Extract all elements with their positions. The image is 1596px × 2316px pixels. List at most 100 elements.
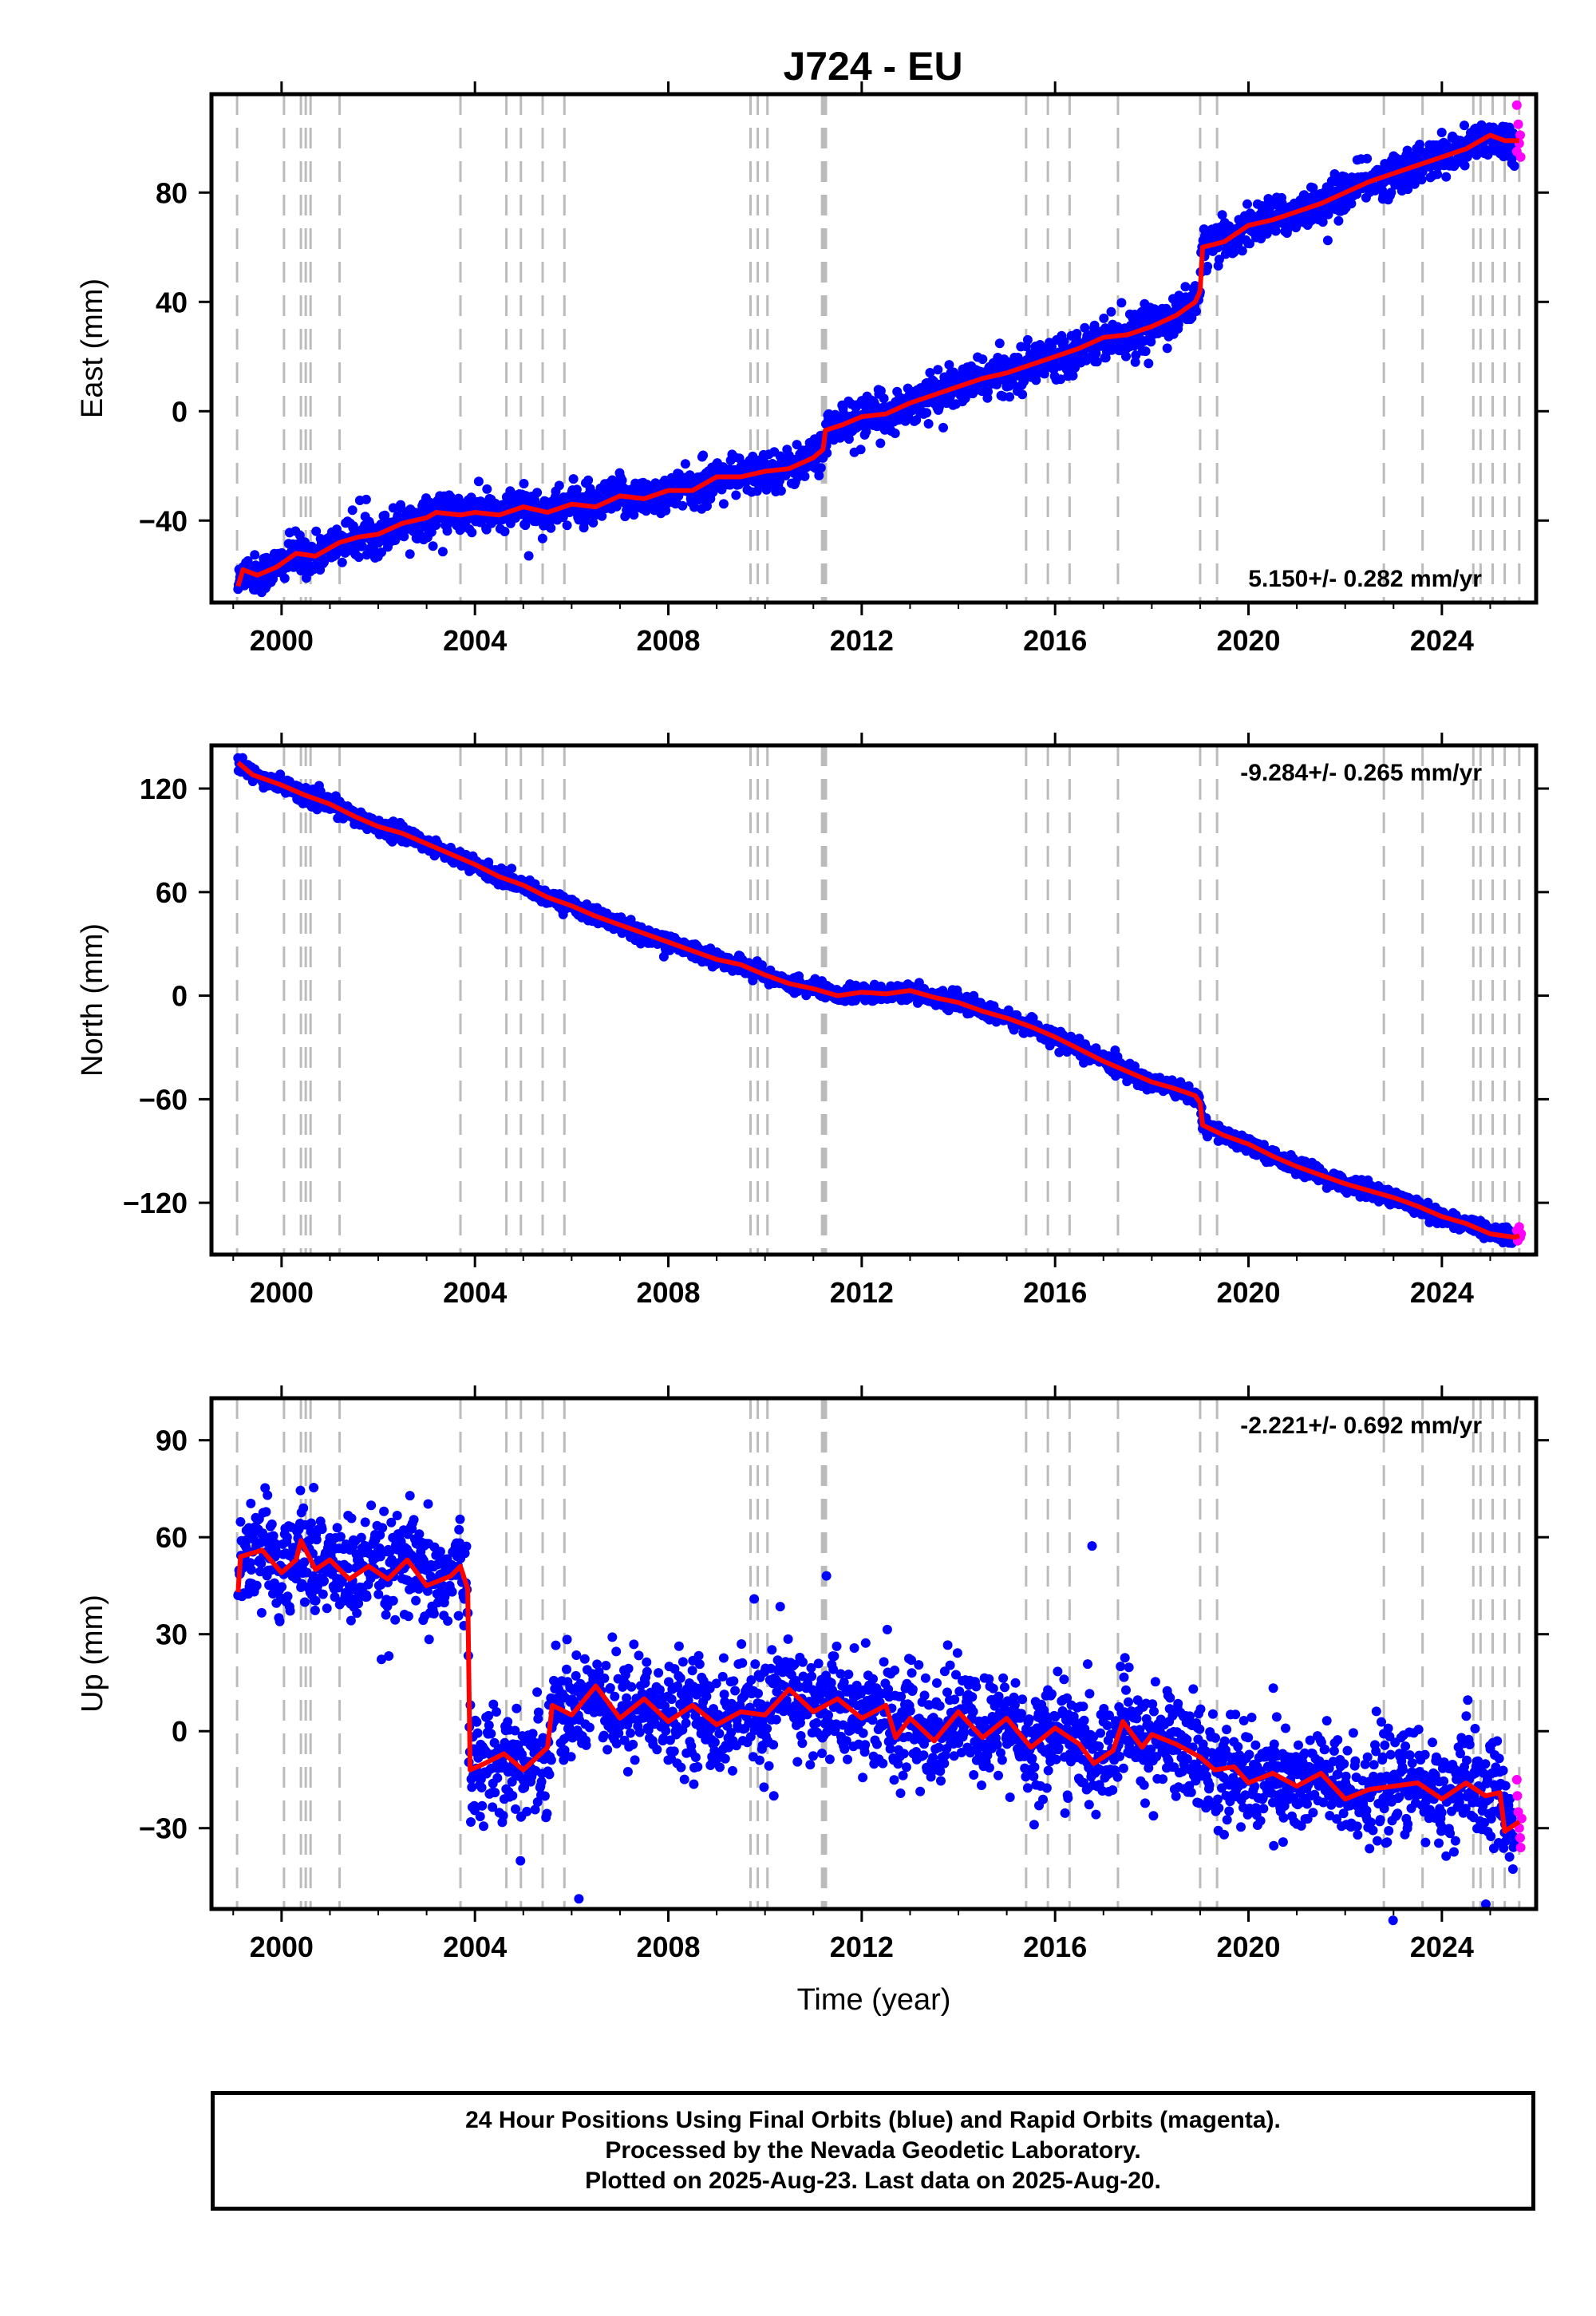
final-data-point — [1245, 239, 1254, 249]
final-data-point — [279, 573, 290, 583]
final-data-point — [938, 422, 948, 433]
final-data-point — [960, 393, 970, 404]
final-data-point — [890, 429, 900, 438]
final-data-point — [1362, 153, 1373, 164]
final-data-point — [1080, 322, 1090, 333]
final-data-point — [816, 463, 826, 473]
final-data-point — [678, 500, 688, 511]
final-data-point — [1121, 351, 1131, 362]
final-data-point — [978, 354, 988, 365]
x-tick-label: 2004 — [443, 624, 507, 657]
final-data-point — [734, 453, 745, 464]
final-data-point — [911, 415, 922, 425]
final-data-point — [1217, 210, 1227, 220]
final-data-point — [923, 419, 934, 429]
final-data-point — [1460, 160, 1470, 171]
final-data-point — [1140, 346, 1151, 357]
final-data-point — [1091, 348, 1101, 358]
final-data-point — [1509, 161, 1519, 171]
final-data-point — [1017, 389, 1028, 400]
final-data-point — [1403, 184, 1413, 195]
final-data-point — [243, 555, 253, 566]
final-data-point — [702, 501, 712, 512]
final-data-point — [1056, 374, 1066, 385]
rate-label: 5.150+/- 0.282 mm/yr — [1248, 566, 1482, 592]
final-data-point — [629, 510, 639, 520]
final-data-point — [642, 480, 652, 490]
final-data-point — [319, 557, 329, 567]
final-data-point — [1242, 199, 1252, 209]
final-data-point — [546, 523, 556, 533]
final-data-point — [855, 445, 866, 455]
final-data-point — [1346, 199, 1357, 209]
final-data-point — [597, 511, 607, 521]
final-data-point — [568, 474, 579, 484]
final-data-point — [519, 479, 529, 488]
final-data-point — [689, 502, 699, 512]
final-data-point — [537, 533, 547, 543]
final-data-point — [428, 541, 438, 551]
final-data-point — [1333, 215, 1344, 226]
final-data-point — [1031, 375, 1041, 385]
final-data-point — [1270, 226, 1281, 236]
final-data-point — [507, 864, 517, 874]
final-data-point — [365, 519, 375, 529]
final-data-point — [1229, 247, 1239, 258]
final-data-point — [875, 438, 886, 449]
final-data-point — [467, 528, 477, 538]
final-data-point — [1008, 379, 1018, 389]
final-data-point — [571, 484, 582, 495]
final-data-point — [1130, 357, 1140, 367]
chart-title: J724 - EU — [783, 44, 962, 89]
final-data-point — [680, 459, 690, 469]
final-data-point — [294, 530, 305, 540]
final-data-point — [611, 501, 622, 512]
final-data-point — [1386, 188, 1396, 198]
final-data-point — [1237, 246, 1247, 256]
final-data-point — [399, 532, 409, 542]
final-data-point — [426, 527, 437, 537]
final-data-point — [354, 552, 364, 563]
final-data-point — [377, 547, 386, 557]
x-tick-label: 2012 — [830, 624, 894, 657]
final-data-point — [337, 557, 347, 567]
final-data-point — [347, 505, 358, 516]
final-data-point — [588, 518, 598, 528]
final-orbit-points — [233, 753, 1519, 1248]
final-data-point — [1146, 337, 1156, 347]
final-data-point — [944, 360, 954, 370]
x-tick-label: 2020 — [1216, 624, 1280, 657]
final-data-point — [933, 365, 943, 375]
final-data-point — [1416, 175, 1427, 185]
final-data-point — [1317, 217, 1328, 227]
final-data-point — [1131, 350, 1141, 361]
final-data-point — [1089, 320, 1100, 330]
final-data-point — [1039, 369, 1049, 379]
final-data-point — [500, 527, 510, 536]
final-data-point — [922, 408, 932, 418]
final-data-point — [1322, 235, 1333, 246]
x-tick-label: 2016 — [1023, 624, 1087, 657]
final-data-point — [814, 470, 824, 480]
final-data-point — [792, 472, 803, 482]
final-data-point — [1191, 306, 1201, 316]
final-data-point — [800, 471, 810, 481]
final-data-point — [661, 505, 671, 516]
final-data-point — [1460, 121, 1469, 131]
x-tick-label: 2024 — [1410, 624, 1474, 657]
final-data-point — [1415, 140, 1424, 149]
rapid-data-point — [1515, 152, 1526, 162]
plot-frame — [209, 92, 1539, 605]
model-line — [235, 132, 1519, 587]
final-data-point — [473, 476, 484, 487]
rapid-data-point — [1513, 119, 1523, 129]
final-data-point — [875, 385, 886, 396]
final-data-point — [1436, 128, 1447, 137]
final-data-point — [358, 541, 367, 551]
final-data-point — [1092, 357, 1102, 367]
final-data-point — [1106, 306, 1116, 317]
final-data-point — [1116, 298, 1127, 308]
